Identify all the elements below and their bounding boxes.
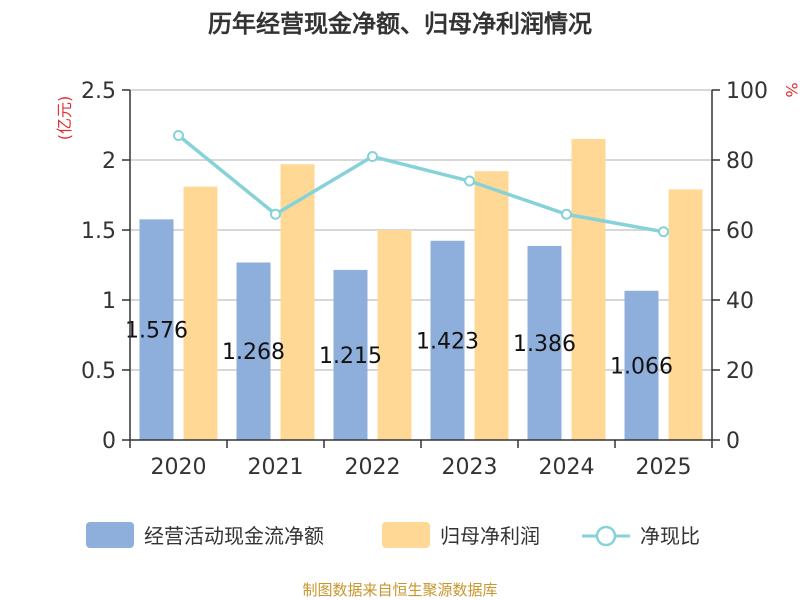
bar-netprofit — [377, 230, 412, 440]
right-tick-label: 60 — [726, 219, 754, 244]
left-axis-label: (亿元) — [55, 96, 74, 141]
left-tick-label: 0 — [102, 429, 116, 454]
x-tick-label: 2024 — [539, 455, 595, 480]
bar-cashflow — [139, 219, 174, 440]
right-tick-label: 0 — [726, 429, 740, 454]
data-label: 1.215 — [319, 344, 382, 369]
left-tick-label: 1.5 — [81, 219, 116, 244]
legend-label-netprofit: 归母净利润 — [440, 524, 540, 548]
bar-netprofit — [571, 139, 606, 440]
bar-cashflow — [527, 245, 562, 440]
gridlines — [130, 89, 712, 371]
line-point — [464, 175, 475, 187]
line-point — [561, 208, 572, 220]
left-tick-label: 1 — [102, 289, 116, 314]
legend: 经营活动现金流净额 归母净利润 净现比 — [86, 522, 700, 548]
x-tick-label: 2020 — [151, 455, 207, 480]
right-tick-label: 80 — [726, 149, 754, 174]
legend-swatch-cashflow — [86, 522, 134, 548]
line-point — [367, 151, 378, 162]
legend-label-ratio: 净现比 — [640, 524, 700, 548]
right-tick-label: 100 — [726, 79, 768, 104]
right-tick-label: 20 — [726, 359, 754, 384]
line-point — [270, 208, 281, 220]
bars-layer — [139, 139, 703, 440]
axes-layer: 0 0.5 1 1.5 2 2.5 0 20 40 60 80 100 2020 2021 2022 2023… — [81, 79, 768, 480]
data-label: 1.386 — [513, 332, 576, 357]
line-ratio — [177, 134, 664, 234]
right-tick-label: 40 — [726, 289, 754, 314]
legend-swatch-netprofit — [382, 522, 430, 548]
data-label: 1.268 — [222, 340, 285, 365]
left-tick-label: 2.5 — [81, 79, 116, 104]
x-tick-label: 2025 — [636, 455, 692, 480]
bar-netprofit — [280, 164, 315, 440]
data-label: 1.066 — [610, 354, 673, 379]
left-tick-label: 0.5 — [81, 359, 116, 384]
bar-netprofit — [183, 186, 218, 440]
legend-label-cashflow: 经营活动现金流净额 — [144, 524, 324, 548]
bar-cashflow — [624, 290, 659, 440]
left-tick-label: 2 — [102, 149, 116, 174]
line-layer — [173, 130, 669, 238]
bar-cashflow — [430, 240, 465, 440]
line-point — [173, 130, 184, 141]
chart-title: 历年经营现金净额、归母净利润情况 — [208, 10, 592, 38]
x-tick-label: 2021 — [248, 455, 304, 480]
data-label: 1.423 — [416, 329, 479, 354]
legend-marker-ratio — [595, 525, 617, 547]
x-tick-label: 2022 — [345, 455, 401, 480]
x-tick-label: 2023 — [442, 455, 498, 480]
right-axis-label: % — [782, 82, 800, 97]
source-note: 制图数据来自恒生聚源数据库 — [302, 581, 497, 599]
bar-netprofit — [474, 171, 509, 440]
bar-cashflow — [236, 262, 271, 440]
data-labels-layer: 1.576 1.268 1.215 1.423 1.386 1.066 — [125, 319, 673, 380]
line-point — [658, 226, 669, 238]
bar-cashflow — [333, 269, 368, 440]
data-label: 1.576 — [125, 319, 188, 344]
bar-netprofit — [668, 189, 703, 440]
